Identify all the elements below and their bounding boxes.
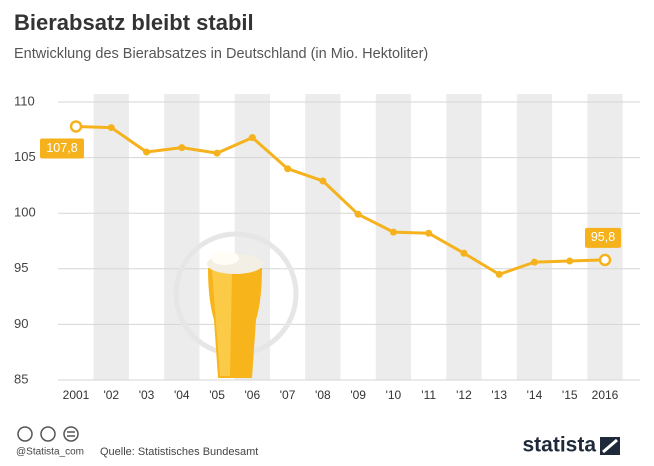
- x-tick-label: '06: [245, 388, 261, 402]
- marker: [425, 229, 433, 237]
- x-tick-label: '09: [350, 388, 366, 402]
- y-tick-label: 100: [14, 205, 36, 220]
- y-tick-label: 85: [14, 371, 28, 386]
- cc-icon: [17, 426, 33, 442]
- marker: [178, 144, 186, 152]
- x-tick-label: '13: [491, 388, 507, 402]
- marker: [354, 210, 362, 218]
- beer-foam-top: [211, 251, 239, 265]
- x-tick-label: 2016: [592, 388, 619, 402]
- beer-highlight: [212, 270, 232, 376]
- marker: [248, 134, 256, 142]
- brand-logo-mark: [602, 438, 618, 454]
- x-tick-label: '12: [456, 388, 472, 402]
- stripe: [516, 94, 553, 380]
- marker: [460, 249, 468, 257]
- x-tick-label: '15: [562, 388, 578, 402]
- chart-subtitle: Entwicklung des Bierabsatzes in Deutschl…: [14, 46, 428, 62]
- source: Quelle: Statistisches Bundesamt: [100, 446, 258, 458]
- stripe: [305, 94, 341, 380]
- marker: [566, 257, 574, 265]
- marker: [107, 124, 115, 132]
- x-tick-label: '14: [527, 388, 543, 402]
- grid: 85 90 95 100 105 110: [14, 93, 640, 386]
- plot: 2001 '02 '03 '04 '05 '06 '07 '08 '09 '10 '11 '12 '13…: [40, 120, 621, 402]
- value-label: 95,8: [591, 230, 615, 244]
- chart-title: Bierabsatz bleibt stabil: [14, 10, 254, 35]
- value-label-box: [40, 138, 84, 159]
- x-tick-label: '10: [386, 388, 402, 402]
- value-label-box: [585, 227, 621, 248]
- y-tick-label: 110: [14, 93, 35, 108]
- by-icon: [40, 426, 56, 442]
- y-tick-label: 95: [14, 260, 28, 275]
- x-tick-label: '03: [139, 388, 155, 402]
- handle: @Statista_com: [16, 447, 84, 458]
- y-tick-label: 105: [14, 149, 36, 164]
- marker: [495, 270, 503, 278]
- value-label: 107,8: [46, 141, 77, 155]
- end-marker: [69, 120, 83, 133]
- beer-illustration: [173, 231, 299, 378]
- stripe: [375, 94, 412, 380]
- marker: [389, 228, 397, 236]
- x-tick-label: '04: [174, 388, 190, 402]
- line: [75, 124, 606, 276]
- license-icons: [17, 426, 79, 442]
- marker: [530, 258, 538, 266]
- end-marker: [598, 253, 612, 267]
- stripe: [164, 94, 200, 380]
- y-tick-label: 90: [14, 316, 28, 331]
- x-tick-label: '05: [209, 388, 225, 402]
- x-tick-label: '02: [103, 388, 119, 402]
- x-tick-label: '08: [315, 388, 331, 402]
- stripe: [93, 94, 129, 380]
- marker: [143, 148, 151, 156]
- marker: [213, 149, 221, 157]
- x-tick-label: '07: [280, 388, 296, 402]
- marker: [319, 177, 327, 185]
- stripe: [446, 94, 482, 380]
- marker: [284, 165, 292, 173]
- x-tick-label: 2001: [63, 388, 90, 402]
- x-tick-label: '11: [421, 388, 436, 402]
- nd-icon: [63, 426, 79, 442]
- brand: statista: [522, 434, 596, 457]
